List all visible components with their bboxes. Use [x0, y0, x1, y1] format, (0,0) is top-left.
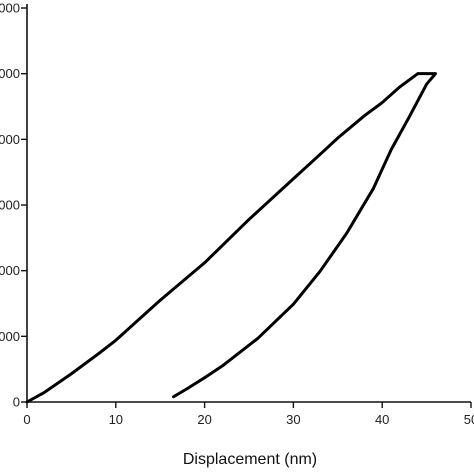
- x-tick-label: 40: [375, 412, 389, 427]
- y-tick-label: 0: [13, 395, 20, 410]
- x-tick-label: 20: [197, 412, 211, 427]
- series: [25, 72, 437, 404]
- y-tick-label: 000: [0, 66, 20, 81]
- x-tick-label: 50: [464, 412, 474, 427]
- y-tick-label: 000: [0, 132, 20, 147]
- x-tick-label: 30: [286, 412, 300, 427]
- y-tick-label: 000: [0, 1, 20, 16]
- y-tick-label: 000: [0, 263, 20, 278]
- y-tick-label: 000: [0, 329, 20, 344]
- x-tick-label: 10: [109, 412, 123, 427]
- axes: [21, 4, 472, 408]
- y-tick-label: 000: [0, 198, 20, 213]
- series-line: [25, 72, 437, 404]
- tick-labels: 010203040500000000000000000000: [0, 1, 474, 428]
- x-tick-label: 0: [23, 412, 30, 427]
- x-axis-label: Displacement (nm): [183, 451, 317, 468]
